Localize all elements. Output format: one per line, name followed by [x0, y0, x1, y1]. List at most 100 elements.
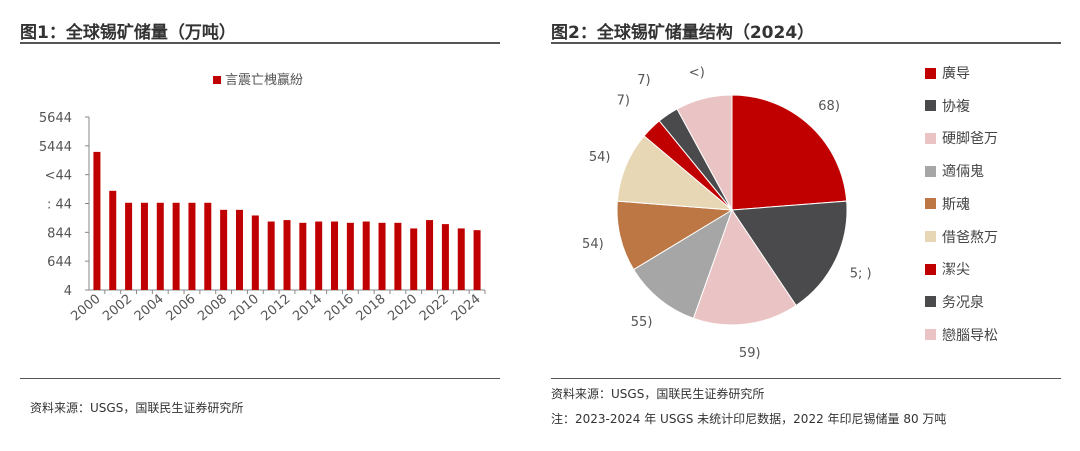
- pie-data-label: 5; ): [850, 266, 872, 281]
- x-tick-label: 2022: [417, 292, 452, 325]
- x-tick-label: 2004: [132, 292, 167, 325]
- bar-2010: [251, 215, 259, 290]
- pie-slice-1: [731, 200, 848, 307]
- pie-data-label: 7): [637, 73, 650, 88]
- pie-data-label: 54): [582, 237, 604, 252]
- right-footer-divider: [551, 378, 1061, 379]
- y-tick-label: 5444: [39, 140, 72, 155]
- bar-2005: [172, 202, 180, 290]
- left-footer-divider: [20, 378, 500, 379]
- x-tick-label: 2014: [290, 292, 325, 325]
- bar-2019: [394, 222, 402, 290]
- legend-label: 硬脚爸万: [942, 131, 998, 148]
- pie-data-label: <): [689, 65, 705, 80]
- left-title-divider: [20, 42, 500, 44]
- bar-2000: [93, 151, 101, 290]
- legend-item: 廣导: [925, 63, 970, 83]
- pie-data-label: 55): [631, 315, 653, 330]
- legend-label: 言震亡栧赢紛: [225, 72, 303, 88]
- y-tick-label: 844: [47, 226, 72, 241]
- pie-slice-2: [692, 208, 797, 326]
- x-tick-label: 2000: [68, 292, 103, 325]
- bar-2020: [410, 228, 418, 290]
- y-tick-label: 5644: [39, 111, 72, 126]
- legend-label: 廣导: [942, 66, 970, 82]
- legend-item: 借爸熬万: [925, 227, 998, 247]
- right-title-divider: [551, 42, 1061, 44]
- bar-2013: [299, 222, 307, 290]
- x-tick-label: 2024: [449, 292, 484, 325]
- x-tick-label: 2008: [195, 292, 230, 325]
- legend-swatch: [925, 100, 936, 112]
- legend-label: 戀腦导松: [942, 327, 998, 344]
- x-tick-label: 2010: [227, 292, 262, 325]
- pie-slice-3: [632, 208, 733, 319]
- legend-item: 协複: [925, 96, 970, 116]
- legend-swatch: [925, 329, 936, 341]
- bar-2001: [109, 190, 117, 290]
- y-tick-label: : 44: [47, 198, 72, 213]
- bar-2003: [140, 202, 148, 290]
- bar-2011: [267, 221, 275, 290]
- y-tick-label: 4: [64, 284, 72, 299]
- legend-label: 適倆鬼: [942, 164, 984, 181]
- pie-slice-0: [731, 94, 848, 211]
- bar-2004: [156, 202, 164, 290]
- pie-data-label: 59): [739, 346, 761, 361]
- bar-2024: [473, 230, 481, 290]
- left-chart-title: 图1：全球锡矿储量（万吨）: [20, 23, 236, 43]
- legend-swatch: [925, 296, 936, 308]
- legend-swatch: [213, 76, 221, 84]
- legend-label: 斯魂: [942, 196, 970, 213]
- bar-2008: [220, 209, 228, 290]
- legend-swatch: [925, 132, 936, 144]
- bar-2016: [346, 222, 354, 290]
- bar-2022: [441, 224, 449, 290]
- bar-2014: [315, 221, 323, 290]
- bar-2002: [125, 202, 133, 290]
- bar-2006: [188, 202, 196, 290]
- legend-item: 硬脚爸万: [925, 128, 998, 148]
- legend-item: 適倆鬼: [925, 161, 984, 181]
- x-tick-label: 2012: [259, 292, 294, 325]
- legend-label: 借爸熬万: [942, 229, 998, 246]
- legend-item: 潔尖: [925, 259, 970, 279]
- legend-label: 协複: [942, 98, 970, 115]
- x-tick-label: 2018: [354, 292, 389, 325]
- right-chart-title: 图2：全球锡矿储量结构（2024）: [551, 23, 815, 43]
- pie-slice-5: [616, 135, 734, 211]
- legend-swatch: [925, 67, 936, 79]
- pie-chart: 68) 5; ) 59) 55) 54) 54) 7) 7) <): [582, 65, 872, 361]
- legend-swatch: [925, 231, 936, 242]
- y-tick-label: <44: [45, 169, 72, 184]
- x-tick-label: 2020: [385, 292, 420, 325]
- legend-item: 务况泉: [925, 292, 984, 312]
- right-note: 注：2023-2024 年 USGS 未统计印尼数据，2022 年印尼锡储量 8…: [551, 412, 947, 426]
- right-source: 资料来源：USGS，国联民生证券研究所: [551, 387, 765, 401]
- bar-2021: [426, 220, 434, 290]
- pie-data-label: 54): [589, 150, 611, 165]
- x-tick-label: 2006: [164, 292, 199, 325]
- legend-swatch: [925, 198, 936, 210]
- bar-2009: [235, 209, 243, 290]
- x-tick-label: 2016: [322, 292, 357, 325]
- legend-swatch: [925, 165, 936, 177]
- bar-chart: 言震亡栧赢紛 4 644 844 : 44 <44 5444 5644 200020022004…: [39, 72, 486, 325]
- bar-2017: [362, 221, 370, 290]
- x-tick-label: 2002: [100, 292, 135, 325]
- pie-slice-8: [676, 94, 733, 211]
- bar-2007: [204, 202, 212, 290]
- left-source: 资料来源：USGS，国联民生证券研究所: [30, 401, 244, 415]
- legend-label: 潔尖: [942, 262, 970, 279]
- legend-swatch: [925, 263, 936, 275]
- legend-label: 务况泉: [942, 294, 984, 311]
- y-tick-label: 644: [47, 255, 72, 270]
- pie-slice-4: [616, 200, 734, 271]
- bar-2015: [331, 221, 339, 290]
- bar-2012: [283, 220, 291, 290]
- legend-item: 戀腦导松: [925, 325, 998, 345]
- pie-data-label: 68): [818, 99, 840, 114]
- bar-2023: [457, 228, 465, 290]
- legend-item: 斯魂: [925, 194, 970, 214]
